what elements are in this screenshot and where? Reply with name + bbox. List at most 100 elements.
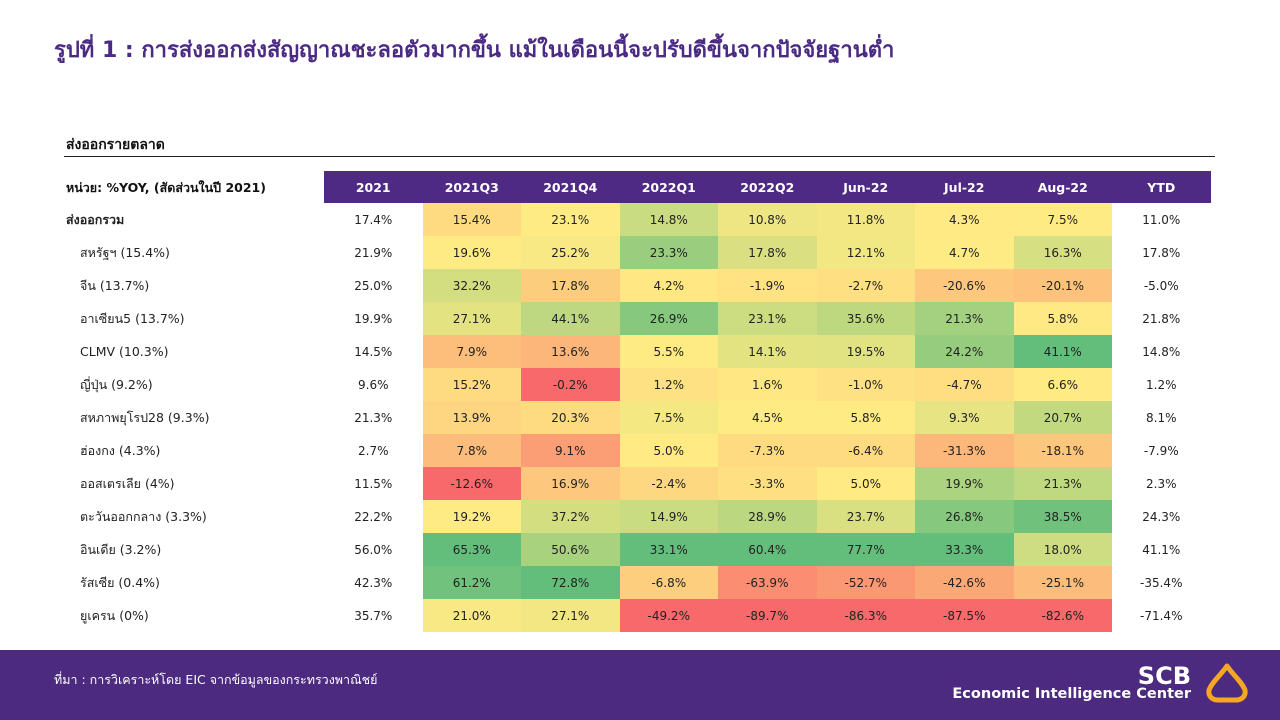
- heatmap-cell: 17.8%: [718, 236, 817, 269]
- table-row: ยูเครน (0%) 35.7% 21.0% 27.1% -49.2% -89.7% -8…: [60, 599, 1211, 632]
- heatmap-cell: -6.4%: [816, 434, 915, 467]
- heatmap-cell: 18.0%: [1013, 533, 1112, 566]
- row-label: จีน (13.7%): [80, 277, 150, 293]
- scb-logo-icon: [1206, 663, 1248, 703]
- heatmap-cell: 28.9%: [718, 500, 817, 533]
- heatmap-cell: 44.1%: [521, 302, 620, 335]
- table-row: ออสเตรเลีย (4%) 11.5% -12.6% 16.9% -2.4% -3.3…: [60, 467, 1211, 500]
- heatmap-cell: 2.7%: [358, 443, 389, 458]
- heatmap-cell: 23.3%: [619, 236, 718, 269]
- heatmap-cell: 13.9%: [422, 401, 521, 434]
- heatmap-cell: 13.6%: [521, 335, 620, 368]
- heatmap-cell: 9.1%: [521, 434, 620, 467]
- heatmap-cell: 24.3%: [1142, 509, 1181, 524]
- heatmap-cell: 5.8%: [1013, 302, 1112, 335]
- heatmap-cell: 14.1%: [718, 335, 817, 368]
- heatmap-cell: 16.9%: [521, 467, 620, 500]
- heatmap-cell: 12.1%: [816, 236, 915, 269]
- heatmap-cell: -18.1%: [1013, 434, 1112, 467]
- heatmap-cell: 10.8%: [718, 203, 817, 236]
- heatmap-cell: 15.4%: [422, 203, 521, 236]
- heatmap-cell: 25.2%: [521, 236, 620, 269]
- heatmap-cell: 17.8%: [1142, 245, 1181, 260]
- heatmap-cell: -49.2%: [619, 599, 718, 632]
- table-row: สหรัฐฯ (15.4%) 21.9% 19.6% 25.2% 23.3% 17.8% 1…: [60, 236, 1211, 269]
- heatmap-cell: -25.1%: [1013, 566, 1112, 599]
- heatmap-cell: 27.1%: [422, 302, 521, 335]
- table-row: ญี่ปุ่น (9.2%) 9.6% 15.2% -0.2% 1.2% 1.6% -1.0…: [60, 368, 1211, 401]
- heatmap-cell: -0.2%: [521, 368, 620, 401]
- heatmap-cell: 22.2%: [354, 509, 393, 524]
- table-row: ฮ่องกง (4.3%) 2.7% 7.8% 9.1% 5.0% -7.3% -6.4% -…: [60, 434, 1211, 467]
- row-label: อาเซียน5 (13.7%): [80, 310, 185, 326]
- heatmap-cell: 4.3%: [915, 203, 1014, 236]
- heatmap-cell: 5.5%: [619, 335, 718, 368]
- row-label: สหรัฐฯ (15.4%): [80, 244, 170, 260]
- heatmap-cell: -63.9%: [718, 566, 817, 599]
- export-heatmap-table: 2021 2021Q3 2021Q4 2022Q1 2022Q2 Jun-22 Jul-22…: [60, 171, 1211, 632]
- heatmap-cell: 72.8%: [521, 566, 620, 599]
- column-header: 2022Q1: [619, 171, 718, 203]
- table-row: อินเดีย (3.2%) 56.0% 65.3% 50.6% 33.1% 60.4% 7…: [60, 533, 1211, 566]
- heatmap-cell: -20.6%: [915, 269, 1014, 302]
- heatmap-cell: 33.3%: [915, 533, 1014, 566]
- table-row: ส่งออกรวม 17.4% 15.4% 23.1% 14.8% 10.8% 11.8% 4…: [60, 203, 1211, 236]
- heatmap-cell: 61.2%: [422, 566, 521, 599]
- column-header: 2021Q3: [422, 171, 521, 203]
- heatmap-cell: 24.2%: [915, 335, 1014, 368]
- heatmap-cell: 21.3%: [1013, 467, 1112, 500]
- heatmap-cell: 35.7%: [354, 608, 393, 623]
- heatmap-cell: -6.8%: [619, 566, 718, 599]
- heatmap-cell: 7.5%: [1013, 203, 1112, 236]
- heatmap-cell: 41.1%: [1013, 335, 1112, 368]
- heatmap-cell: 1.2%: [619, 368, 718, 401]
- heatmap-cell: 20.3%: [521, 401, 620, 434]
- column-header: 2021Q4: [521, 171, 620, 203]
- heatmap-cell: -2.4%: [619, 467, 718, 500]
- heatmap-cell: 7.5%: [619, 401, 718, 434]
- heatmap-cell: 14.8%: [1142, 344, 1181, 359]
- figure-title: รูปที่ 1 : การส่งออกส่งสัญญาณชะลอตัวมากข…: [54, 38, 895, 63]
- heatmap-cell: 9.6%: [358, 377, 389, 392]
- heatmap-cell: -5.0%: [1143, 278, 1179, 293]
- heatmap-cell: 21.3%: [915, 302, 1014, 335]
- logo-scb-text: SCB: [1137, 662, 1191, 690]
- heatmap-cell: 7.9%: [422, 335, 521, 368]
- heatmap-cell: 20.7%: [1013, 401, 1112, 434]
- heatmap-cell: 21.9%: [354, 245, 393, 260]
- heatmap-cell: 21.3%: [354, 410, 393, 425]
- heatmap-cell: 19.6%: [422, 236, 521, 269]
- row-label: CLMV (10.3%): [80, 344, 169, 359]
- heatmap-cell: 11.0%: [1142, 212, 1181, 227]
- table-row: สหภาพยุโรป28 (9.3%) 21.3% 13.9% 20.3% 7.5% 4.…: [60, 401, 1211, 434]
- heatmap-cell: 19.2%: [422, 500, 521, 533]
- heatmap-cell: -2.7%: [816, 269, 915, 302]
- heatmap-cell: 17.8%: [521, 269, 620, 302]
- logo-eic-text: Economic Intelligence Center: [952, 686, 1191, 702]
- heatmap-cell: 11.8%: [816, 203, 915, 236]
- heatmap-cell: 1.6%: [718, 368, 817, 401]
- heatmap-cell: 41.1%: [1142, 542, 1181, 557]
- heatmap-cell: 23.1%: [521, 203, 620, 236]
- heatmap-cell: 1.2%: [1146, 377, 1177, 392]
- column-header: Aug-22: [1013, 171, 1112, 203]
- heatmap-cell: 77.7%: [816, 533, 915, 566]
- heatmap-cell: 16.3%: [1013, 236, 1112, 269]
- heatmap-cell: 19.9%: [354, 311, 393, 326]
- heatmap-cell: 4.7%: [915, 236, 1014, 269]
- table-row: CLMV (10.3%) 14.5% 7.9% 13.6% 5.5% 14.1% 19.5%…: [60, 335, 1211, 368]
- heatmap-cell: -52.7%: [816, 566, 915, 599]
- heatmap-cell: -3.3%: [718, 467, 817, 500]
- heatmap-cell: 2.3%: [1146, 476, 1177, 491]
- heatmap-cell: 5.0%: [619, 434, 718, 467]
- row-label: รัสเซีย (0.4%): [80, 574, 160, 590]
- source-note: ที่มา : การวิเคราะห์โดย EIC จากข้อมูลของ…: [54, 672, 378, 687]
- row-label: ยูเครน (0%): [80, 607, 149, 623]
- heatmap-cell: 60.4%: [718, 533, 817, 566]
- heatmap-cell: -35.4%: [1140, 575, 1183, 590]
- heatmap-cell: 5.8%: [816, 401, 915, 434]
- heatmap-cell: -20.1%: [1013, 269, 1112, 302]
- heatmap-cell: 9.3%: [915, 401, 1014, 434]
- header-row: 2021 2021Q3 2021Q4 2022Q1 2022Q2 Jun-22 Jul-22…: [60, 171, 1211, 203]
- heatmap-cell: 11.5%: [354, 476, 393, 491]
